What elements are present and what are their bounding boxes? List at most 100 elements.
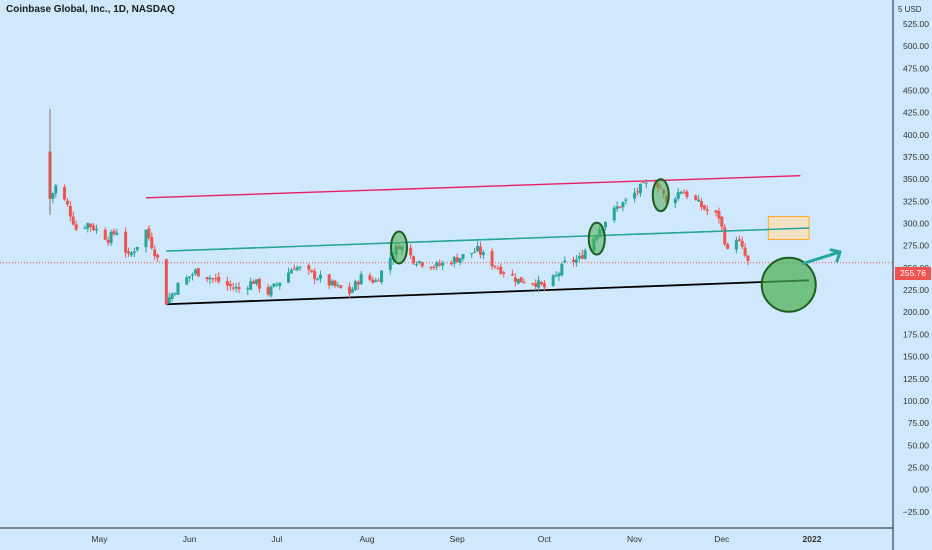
candle-body <box>604 221 608 228</box>
target-circle-marker <box>760 256 817 313</box>
candle-body <box>316 279 320 281</box>
axis-unit-label[interactable]: 5 USD <box>898 5 922 14</box>
candle-body <box>164 259 168 305</box>
candle-body <box>92 225 96 231</box>
x-tick-label: May <box>91 534 108 544</box>
candle-body <box>502 272 506 274</box>
y-tick-label: 25.00 <box>908 462 930 472</box>
candle-body <box>348 286 352 294</box>
x-tick-label: Sep <box>450 534 465 544</box>
annotations-layer <box>166 178 842 313</box>
candle-body <box>252 281 256 284</box>
candle-body <box>292 269 296 271</box>
candle-body <box>191 274 195 276</box>
candle-body <box>743 247 747 256</box>
y-tick-label: 225.00 <box>903 285 929 295</box>
time-axis[interactable]: May Jun Jul Aug Sep Oct Nov Dec 2022 <box>0 527 893 544</box>
candle-body <box>554 275 558 277</box>
y-tick-label: 525.00 <box>903 19 929 29</box>
candle-body <box>185 277 189 285</box>
candle-body <box>644 182 648 184</box>
candle-body <box>211 278 215 280</box>
candle-body <box>95 228 99 231</box>
candle-body <box>734 240 738 250</box>
candle-body <box>461 254 465 259</box>
candle-body <box>333 280 337 287</box>
y-tick-label: −25.00 <box>903 507 930 517</box>
x-tick-label: 2022 <box>803 534 822 544</box>
candle-body <box>176 283 180 295</box>
candle-body <box>144 229 148 248</box>
x-tick-label: Dec <box>714 534 730 544</box>
candle-body <box>420 262 424 267</box>
candle-body <box>83 227 87 229</box>
candle-body <box>112 230 116 234</box>
candle-body <box>473 251 477 253</box>
candle-body <box>673 198 677 204</box>
x-tick-label: Jul <box>271 534 282 544</box>
candle-body <box>54 185 58 194</box>
candle-body <box>307 265 311 270</box>
candle-body <box>318 274 322 279</box>
candle-body <box>313 271 317 280</box>
candle-body <box>295 267 299 271</box>
candle-body <box>519 277 523 283</box>
y-tick-label: 425.00 <box>903 108 929 118</box>
candle-body <box>86 223 90 229</box>
y-tick-label: 475.00 <box>903 63 929 73</box>
candle-body <box>452 257 456 264</box>
candle-body <box>310 270 314 272</box>
candle-body <box>278 282 282 286</box>
candle-body <box>109 231 113 244</box>
candle-body <box>269 286 273 296</box>
resistance-trend-line <box>145 174 801 199</box>
candle-body <box>147 228 151 239</box>
candle-body <box>89 223 93 227</box>
candle-body <box>638 183 642 194</box>
y-tick-label: 175.00 <box>903 329 929 339</box>
candle-body <box>493 265 497 267</box>
candle-body <box>254 279 258 284</box>
candle-body <box>641 182 645 184</box>
chart-title: Coinbase Global, Inc., 1D, NASDAQ <box>6 4 175 15</box>
candle-body <box>531 283 535 285</box>
y-tick-label: 275.00 <box>903 241 929 251</box>
y-tick-label: 200.00 <box>903 307 929 317</box>
candle-body <box>68 205 72 217</box>
candle-body <box>266 287 270 295</box>
candle-body <box>106 239 110 243</box>
x-tick-label: Nov <box>627 534 643 544</box>
candle-body <box>374 280 378 283</box>
candle-body <box>705 209 709 212</box>
candle-body <box>676 192 680 199</box>
candle-body <box>409 247 413 256</box>
candle-body <box>615 206 619 210</box>
candle-body <box>481 252 485 255</box>
candle-body <box>350 289 354 293</box>
candle-body <box>132 251 136 254</box>
candles-layer <box>48 109 750 305</box>
candle-body <box>438 263 442 266</box>
y-tick-label: 400.00 <box>903 130 929 140</box>
y-tick-label: 0.00 <box>912 485 929 495</box>
candle-body <box>476 246 480 251</box>
candle-body <box>633 192 637 199</box>
candle-body <box>208 277 212 280</box>
candle-body <box>228 283 232 287</box>
y-tick-label: 100.00 <box>903 396 929 406</box>
candle-body <box>726 244 730 249</box>
breakout-arrow-shaft <box>801 250 842 265</box>
candle-body <box>330 280 334 285</box>
y-tick-label: 500.00 <box>903 41 929 51</box>
candle-body <box>225 281 229 286</box>
candle-body <box>455 257 459 262</box>
candle-body <box>432 267 436 269</box>
candle-body <box>353 281 357 290</box>
candle-body <box>327 274 331 286</box>
candle-body <box>51 193 55 199</box>
candle-body <box>153 249 157 257</box>
candle-body <box>429 266 433 269</box>
touch-point-marker <box>587 221 606 256</box>
candle-body <box>496 268 500 270</box>
